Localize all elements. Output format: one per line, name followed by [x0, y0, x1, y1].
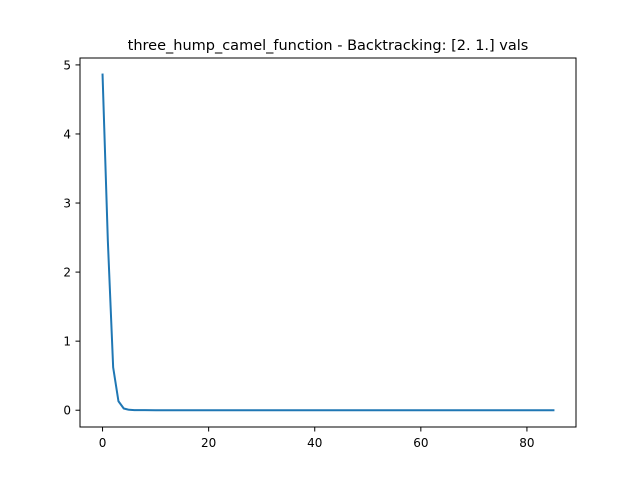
plot-area: 0 20 40 60 80 0 1 2 3 4 5 [63, 57, 577, 450]
y-tick-label: 1 [63, 335, 71, 349]
y-tick-label: 3 [63, 197, 71, 211]
series-line-0 [101, 73, 555, 412]
x-tick-label: 80 [519, 436, 534, 450]
y-tick-label: 5 [63, 58, 71, 72]
y-tick-label: 0 [63, 404, 71, 418]
x-tick-label: 40 [307, 436, 322, 450]
y-tick-label: 4 [63, 127, 71, 141]
plot-frame [79, 57, 577, 428]
chart-title: three_hump_camel_function - Backtracking… [128, 38, 529, 54]
x-tick-label: 0 [99, 436, 107, 450]
y-tick-label: 2 [63, 266, 71, 280]
x-tick-label: 20 [201, 436, 216, 450]
x-tick-label: 60 [413, 436, 428, 450]
